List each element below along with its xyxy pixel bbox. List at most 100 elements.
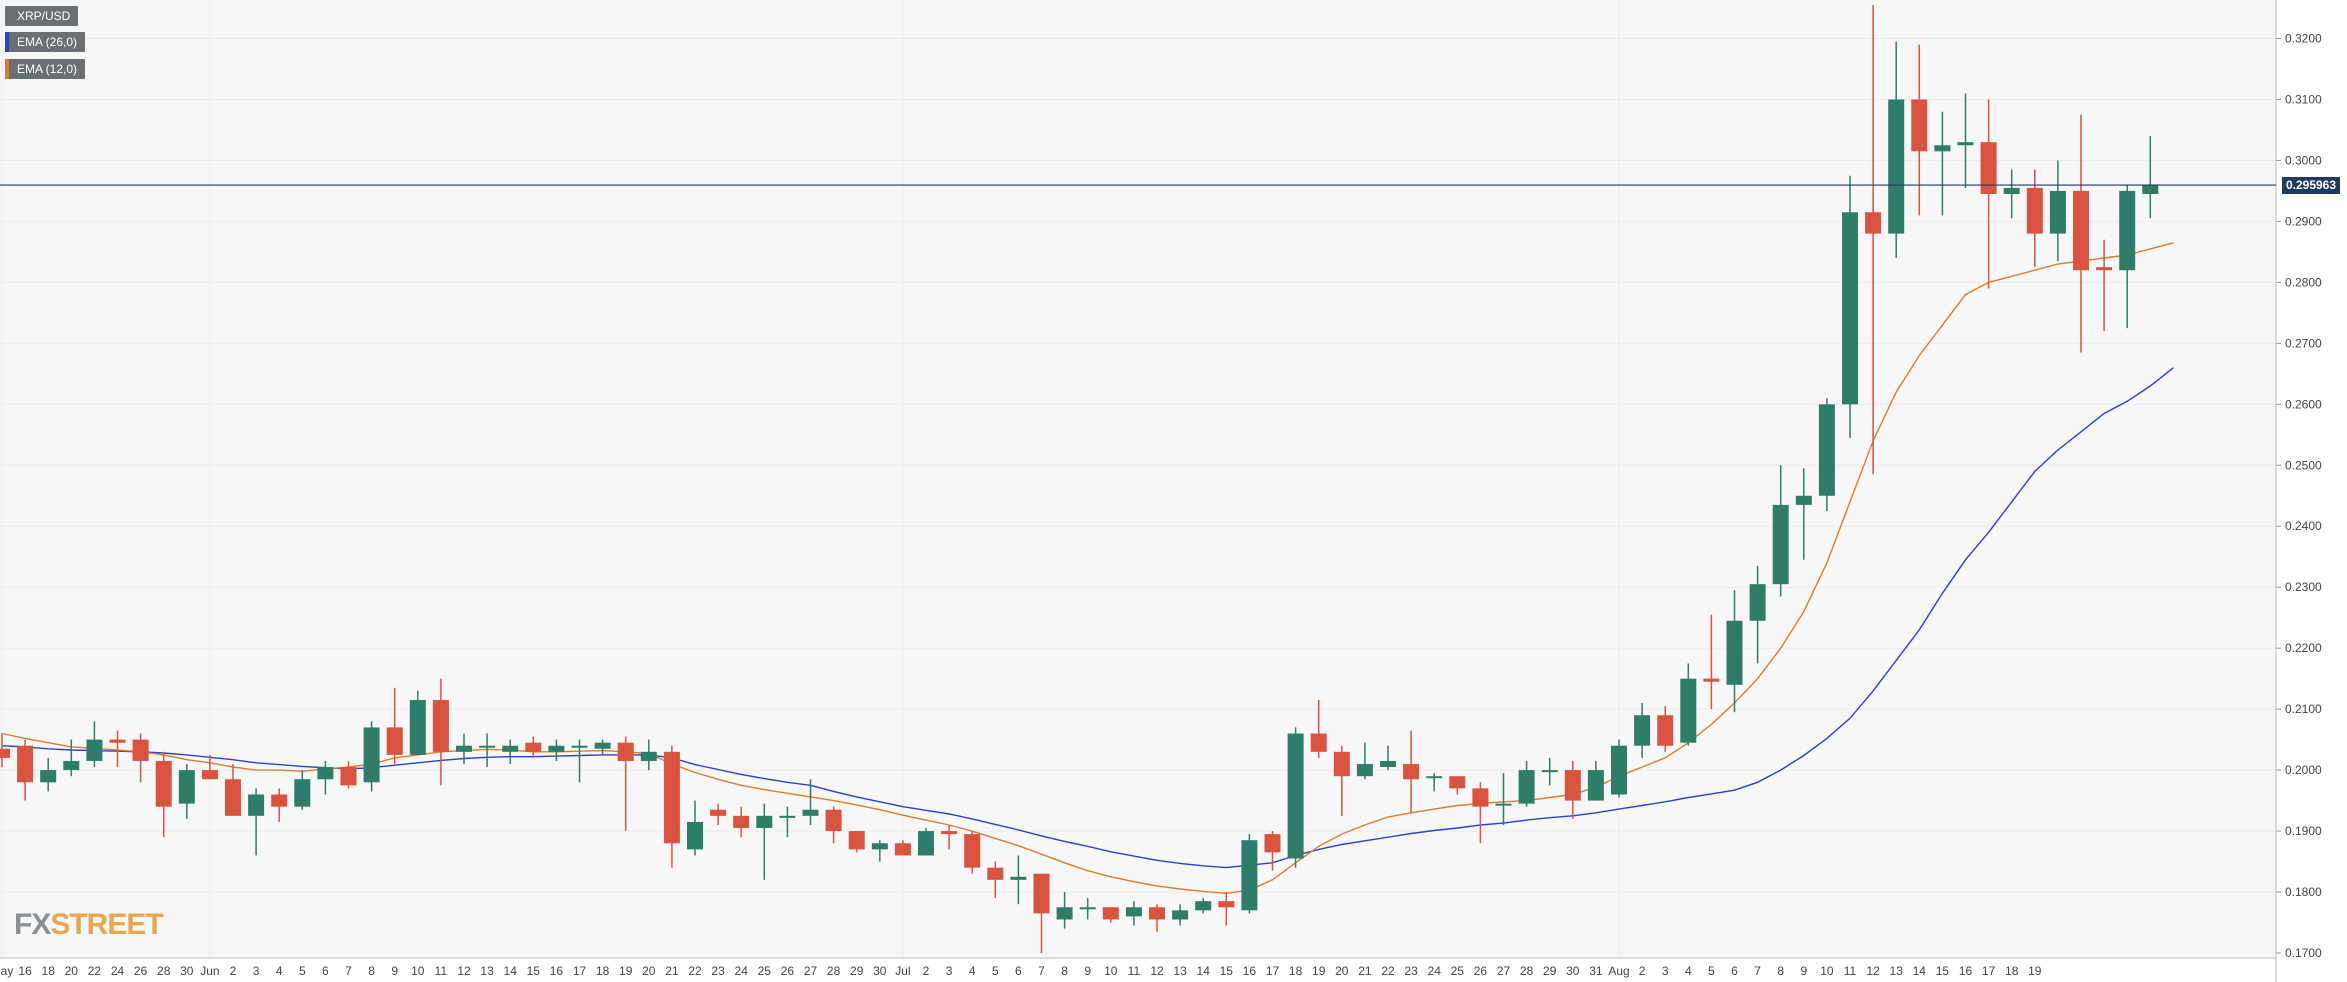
x-tick-label: 29 xyxy=(850,964,864,978)
logo-street: STREET xyxy=(50,908,163,941)
candle-body xyxy=(1657,715,1674,746)
x-tick-label: 29 xyxy=(1543,964,1557,978)
candle-body xyxy=(987,867,1004,880)
x-tick-label: 25 xyxy=(758,964,772,978)
candle-body xyxy=(1172,910,1189,920)
candle-body xyxy=(1611,745,1627,795)
x-tick-label: 8 xyxy=(1777,964,1784,978)
candle-body xyxy=(756,815,773,829)
candle-body xyxy=(271,794,288,807)
y-tick-label: 0.1700 xyxy=(2285,946,2322,960)
candle-body xyxy=(1010,876,1027,880)
candle-body xyxy=(802,809,819,816)
x-tick-label: 13 xyxy=(480,964,494,978)
legend-symbol: XRP/USD xyxy=(5,6,79,26)
candle-body xyxy=(1772,504,1789,585)
x-tick-label: 12 xyxy=(1150,964,1164,978)
candle-body xyxy=(1218,901,1235,908)
y-tick-label: 0.2800 xyxy=(2285,275,2322,289)
candle-body xyxy=(2142,184,2159,194)
candle-body xyxy=(918,831,934,856)
y-tick-label: 0.1800 xyxy=(2285,885,2322,899)
x-tick-label: 5 xyxy=(299,964,306,978)
y-tick-label: 0.3000 xyxy=(2285,153,2322,167)
x-tick-label: 14 xyxy=(504,964,518,978)
ema-slow-swatch-icon xyxy=(5,32,9,52)
x-tick-label: 22 xyxy=(88,964,102,978)
x-tick-label: 22 xyxy=(688,964,702,978)
ema-fast-swatch-icon xyxy=(5,59,9,79)
candle-body xyxy=(1264,834,1281,853)
candle-body xyxy=(1056,907,1073,920)
candle-body xyxy=(1842,212,1858,405)
candle-body xyxy=(1079,907,1096,910)
candle-body xyxy=(502,745,519,752)
candle-body xyxy=(687,821,703,850)
logo-fx: FX xyxy=(14,908,51,941)
candle-body xyxy=(317,767,334,780)
candle-body xyxy=(1102,907,1119,920)
candle-body xyxy=(1380,760,1396,768)
candle-body xyxy=(409,699,426,755)
x-tick-label: 28 xyxy=(1520,964,1534,978)
candle-body xyxy=(1541,770,1558,773)
candle-body xyxy=(1241,840,1258,911)
x-tick-label: Jun xyxy=(200,964,219,978)
x-tick-label: 2 xyxy=(1639,964,1646,978)
candle-body xyxy=(2096,267,2113,271)
candle-body xyxy=(1472,788,1489,807)
candle-body xyxy=(548,745,565,752)
x-tick-label: 7 xyxy=(1038,964,1045,978)
x-tick-label: 14 xyxy=(1913,964,1927,978)
candle-body xyxy=(456,745,472,752)
x-tick-label: 10 xyxy=(1104,964,1118,978)
x-tick-label: 24 xyxy=(111,964,125,978)
y-axis-panel xyxy=(2276,0,2347,982)
x-tick-label: 12 xyxy=(1866,964,1880,978)
candle-body xyxy=(363,727,380,783)
candle-body xyxy=(86,739,103,761)
x-tick-label: 27 xyxy=(804,964,818,978)
candle-body xyxy=(1356,764,1373,777)
y-tick-label: 0.2100 xyxy=(2285,702,2322,716)
candle-body xyxy=(871,843,888,850)
x-tick-label: 14 xyxy=(1197,964,1211,978)
x-tick-label: 7 xyxy=(1754,964,1761,978)
candle-body xyxy=(0,748,10,758)
x-tick-label: 24 xyxy=(735,964,749,978)
y-tick-label: 0.2200 xyxy=(2285,641,2322,655)
candle-body xyxy=(1125,907,1142,917)
y-tick-label: 0.2900 xyxy=(2285,214,2322,228)
x-tick-label: 26 xyxy=(134,964,148,978)
candle-body xyxy=(710,809,727,816)
candle-body xyxy=(1680,678,1697,743)
x-tick-label: Aug xyxy=(1608,964,1629,978)
x-tick-label: 17 xyxy=(573,964,587,978)
x-tick-label: 8 xyxy=(1061,964,1068,978)
x-tick-label: 9 xyxy=(1800,964,1807,978)
x-tick-label: 5 xyxy=(1708,964,1715,978)
plot-area xyxy=(0,0,2276,958)
fxstreet-logo: FXSTREET xyxy=(14,908,164,942)
y-tick-label: 0.2600 xyxy=(2285,397,2322,411)
candle-body xyxy=(1310,733,1327,752)
x-tick-label: 30 xyxy=(180,964,194,978)
x-tick-label: 3 xyxy=(253,964,260,978)
x-tick-label: 11 xyxy=(435,964,448,978)
x-tick-label: 16 xyxy=(1959,964,1973,978)
x-tick-label: 10 xyxy=(411,964,425,978)
x-tick-label: 18 xyxy=(2005,964,2019,978)
candle-body xyxy=(1033,873,1050,914)
y-tick-label: 0.2400 xyxy=(2285,519,2322,533)
x-tick-label: 24 xyxy=(1428,964,1442,978)
x-tick-label: 15 xyxy=(527,964,541,978)
candle-body xyxy=(1865,212,1882,234)
candle-body xyxy=(1749,584,1766,621)
candle-body xyxy=(2003,187,2020,194)
x-tick-label: 2 xyxy=(923,964,930,978)
y-tick-label: 0.2300 xyxy=(2285,580,2322,594)
candle-body xyxy=(1980,142,1997,194)
candle-body xyxy=(1195,901,1212,911)
x-tick-label: 22 xyxy=(1381,964,1395,978)
